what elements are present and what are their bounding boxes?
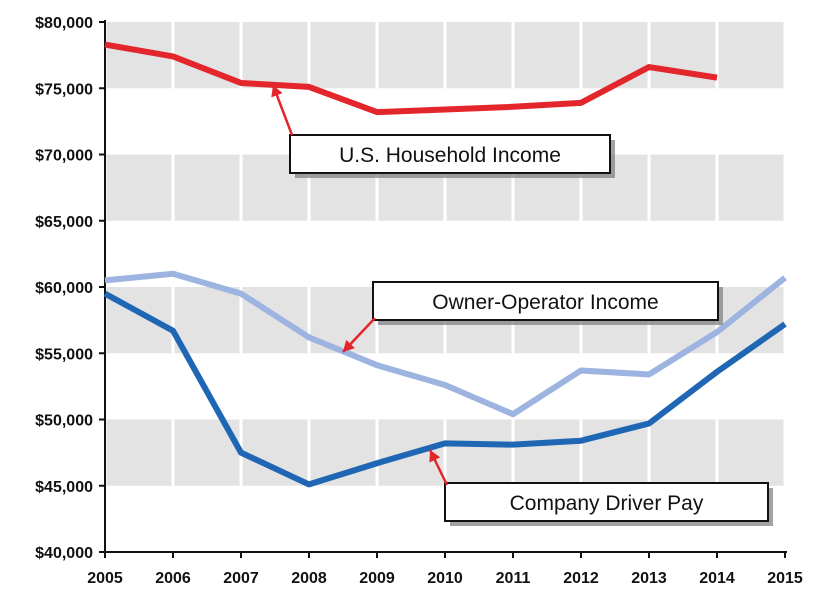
callout-3: Company Driver Pay <box>428 449 773 526</box>
callout-arrow-head <box>429 450 441 463</box>
series-line-owner-operator-income <box>104 270 787 418</box>
x-tick-label: 2005 <box>87 570 123 587</box>
callout-arrow-head <box>271 85 283 98</box>
callouts: U.S. Household Income Owner-Operator Inco… <box>271 84 773 526</box>
x-tick-label: 2007 <box>223 570 259 587</box>
x-tick-label: 2010 <box>427 570 463 587</box>
x-tick-label: 2008 <box>291 570 327 587</box>
x-tick-label: 2012 <box>563 570 599 587</box>
series-line-company-driver-pay <box>103 290 787 488</box>
y-tick-label: $60,000 <box>35 280 93 297</box>
x-tick-label: 2009 <box>359 570 395 587</box>
callout-label: Owner-Operator Income <box>432 291 658 314</box>
series-lines <box>103 41 787 488</box>
callout-arrow-head <box>343 339 355 352</box>
x-tick-label: 2011 <box>496 570 531 587</box>
y-tick-label: $70,000 <box>35 148 93 165</box>
x-tick-label: 2015 <box>767 570 803 587</box>
y-tick-label: $75,000 <box>35 81 93 98</box>
callout-box <box>372 281 719 321</box>
callout-1: U.S. Household Income <box>271 84 615 178</box>
y-tick-label: $65,000 <box>35 214 93 231</box>
y-tick-label: $50,000 <box>35 413 93 430</box>
y-tick-label: $45,000 <box>35 479 93 496</box>
x-tick-label: 2013 <box>631 570 667 587</box>
callout-box <box>444 482 769 522</box>
x-tick-label: 2006 <box>155 570 191 587</box>
callout-box <box>289 134 611 174</box>
callout-label: U.S. Household Income <box>339 144 561 167</box>
callout-2: Owner-Operator Income <box>342 281 723 353</box>
callout-label: Company Driver Pay <box>510 492 704 515</box>
y-axis-ticks: $40,000 $45,000 $50,000 $55,000 $60,000 $65,0… <box>35 15 105 562</box>
y-tick-label: $55,000 <box>35 346 93 363</box>
y-tick-label: $40,000 <box>35 545 93 562</box>
y-tick-label: $80,000 <box>35 15 93 32</box>
x-axis-ticks: 2005 2006 2007 2008 2009 2010 2011 2012 2013 2014… <box>87 552 803 587</box>
series-line-u-s-household-income <box>104 41 718 116</box>
x-tick-label: 2014 <box>699 570 735 587</box>
